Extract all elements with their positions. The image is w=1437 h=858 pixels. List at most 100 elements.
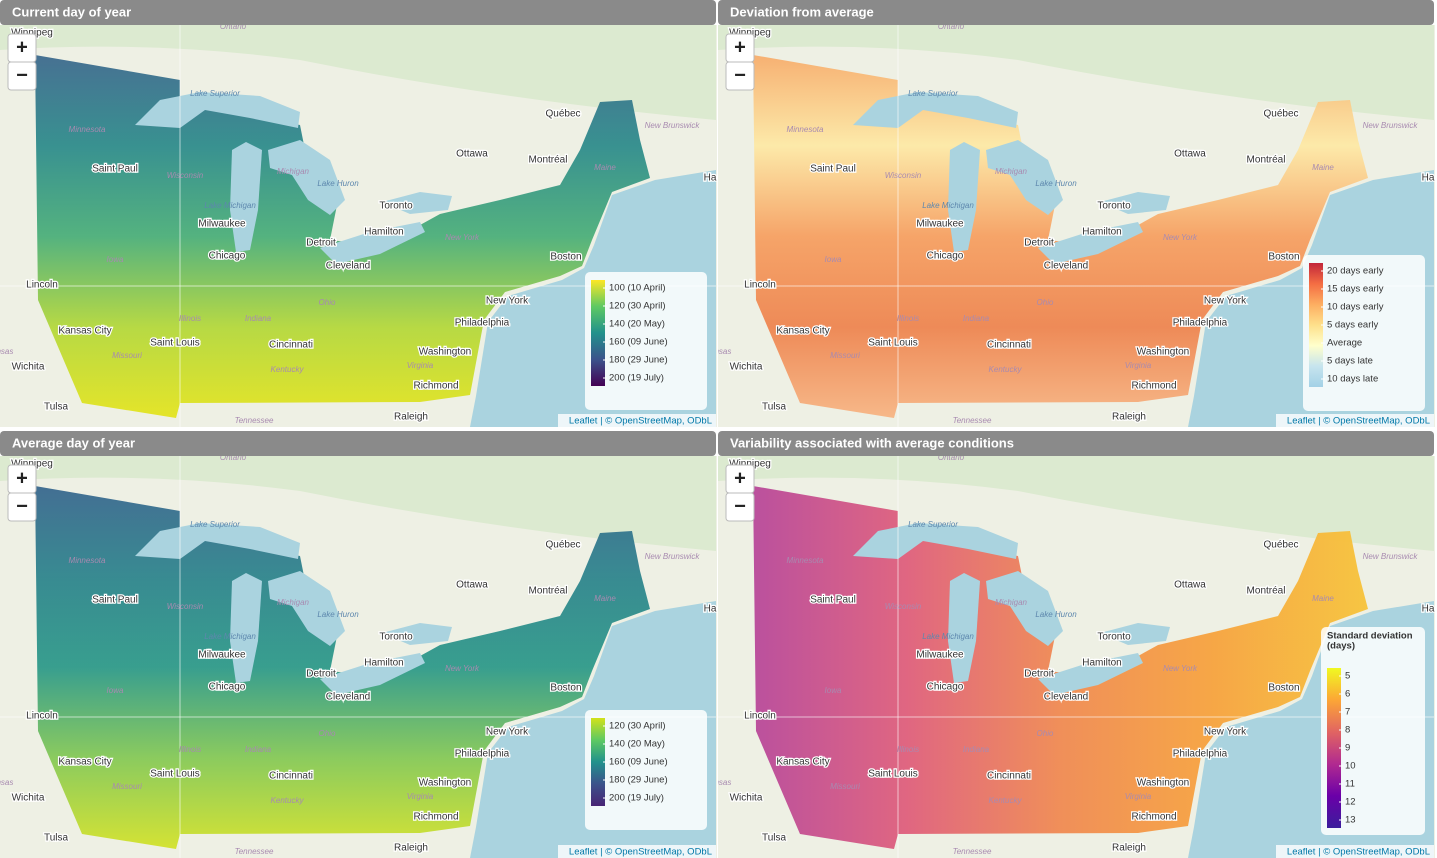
- map-label: Minnesota: [787, 125, 824, 134]
- map-label: Toronto: [1097, 632, 1131, 643]
- map-label: Michigan: [995, 167, 1028, 176]
- zoom-in[interactable]: +: [16, 36, 28, 58]
- zoom-out[interactable]: −: [734, 64, 746, 86]
- map-label: Saint Louis: [150, 338, 199, 349]
- map-label: Ohio: [319, 729, 336, 738]
- map-label: Minnesota: [69, 125, 106, 134]
- zoom-button[interactable]: [7, 61, 37, 91]
- map-label: Ha: [1422, 604, 1435, 615]
- map-label: Virginia: [1125, 361, 1152, 370]
- zoom-button[interactable]: [725, 61, 755, 91]
- map-label: Detroit: [306, 669, 336, 680]
- map-label: Michigan: [277, 167, 310, 176]
- map-forest: [0, 25, 716, 120]
- map-label: Maine: [1312, 163, 1334, 172]
- map-label: Washington: [1137, 347, 1189, 358]
- attribution: Leaflet | © OpenStreetMap, ODbL: [569, 847, 712, 858]
- map-label: Kentucky: [989, 796, 1023, 805]
- zoom-button[interactable]: [725, 492, 755, 522]
- map-lake: [1100, 623, 1170, 645]
- map-label: Iowa: [107, 255, 124, 264]
- zoom-button[interactable]: [7, 492, 37, 522]
- map-label: New York: [1204, 727, 1247, 738]
- map-label: Lake Superior: [908, 89, 958, 98]
- map-label: Lake Huron: [317, 610, 359, 619]
- map-label: Boston: [550, 683, 581, 694]
- map-label: Lake Michigan: [204, 632, 256, 641]
- map-label: New Brunswick: [645, 121, 701, 130]
- map-label: Missouri: [112, 351, 142, 360]
- zoom-out[interactable]: −: [16, 495, 28, 517]
- map-label: Maine: [594, 594, 616, 603]
- map-label: Toronto: [1097, 201, 1131, 212]
- title-bar: [718, 0, 1434, 25]
- map-label: Illinois: [897, 745, 919, 754]
- legend-label: Average: [1327, 338, 1362, 349]
- map-label: Indiana: [245, 745, 272, 754]
- map-label: Lincoln: [744, 280, 776, 291]
- legend-label: 160 (09 June): [609, 337, 668, 348]
- map-label: Indiana: [963, 745, 990, 754]
- map-forest: [0, 456, 716, 551]
- map-label: Kentucky: [271, 796, 305, 805]
- map-label: Milwaukee: [916, 219, 964, 230]
- map-label: New Brunswick: [1363, 121, 1419, 130]
- map-label: Hamilton: [364, 658, 403, 669]
- map-label: Saint Paul: [810, 164, 856, 175]
- map-label: Lake Michigan: [922, 201, 974, 210]
- map-lake: [1038, 653, 1143, 695]
- map-label: Cleveland: [326, 261, 370, 272]
- map-label: Ontario: [938, 453, 965, 462]
- map-lake: [1100, 192, 1170, 214]
- map-lake: [986, 140, 1063, 215]
- legend-label: 7: [1345, 707, 1350, 718]
- map-label: Illinois: [897, 314, 919, 323]
- map-label: Minnesota: [787, 556, 824, 565]
- zoom-out[interactable]: −: [734, 495, 746, 517]
- zoom-in[interactable]: +: [734, 36, 746, 58]
- map-label: Cincinnati: [269, 771, 313, 782]
- map-label: Raleigh: [394, 843, 428, 854]
- legend-label: 12: [1345, 797, 1356, 808]
- map-label: Toronto: [379, 201, 413, 212]
- map-label: Toronto: [379, 632, 413, 643]
- map-label: Kansas City: [776, 757, 829, 768]
- map-label: Ontario: [220, 453, 247, 462]
- map-label: Lake Superior: [908, 520, 958, 529]
- map-label: Tennessee: [235, 847, 274, 856]
- legend-label: 140 (20 May): [609, 739, 665, 750]
- map-label: Cleveland: [1044, 261, 1088, 272]
- map-label: Missouri: [830, 782, 860, 791]
- zoom-out[interactable]: −: [16, 64, 28, 86]
- title-bar: [0, 0, 716, 25]
- map-label: Saint Paul: [92, 164, 138, 175]
- map-label: Ohio: [1037, 298, 1054, 307]
- map-lake: [230, 573, 262, 683]
- legend-label: 5 days late: [1327, 356, 1373, 367]
- data-layer: [35, 486, 650, 849]
- map-label: Ontario: [938, 22, 965, 31]
- map-label: Richmond: [413, 381, 458, 392]
- map-label: Montréal: [529, 155, 568, 166]
- panel-title: Average day of year: [12, 435, 135, 450]
- zoom-in[interactable]: +: [734, 467, 746, 489]
- map-label: Detroit: [306, 238, 336, 249]
- zoom-in[interactable]: +: [16, 467, 28, 489]
- map-label: New York: [445, 664, 480, 673]
- map-label: Wisconsin: [167, 602, 204, 611]
- map-label: Tulsa: [762, 402, 787, 413]
- map-label: Iowa: [825, 255, 842, 264]
- map-label: Ottawa: [1174, 149, 1206, 160]
- map-label: Milwaukee: [198, 650, 246, 661]
- map-label: Washington: [1137, 778, 1189, 789]
- map-label: New York: [445, 233, 480, 242]
- map-label: Philadelphia: [455, 318, 510, 329]
- map-label: Missouri: [112, 782, 142, 791]
- legend-label: 100 (10 April): [609, 283, 666, 294]
- map-label: Virginia: [407, 792, 434, 801]
- map-label: Lake Huron: [1035, 610, 1077, 619]
- map-label: Indiana: [245, 314, 272, 323]
